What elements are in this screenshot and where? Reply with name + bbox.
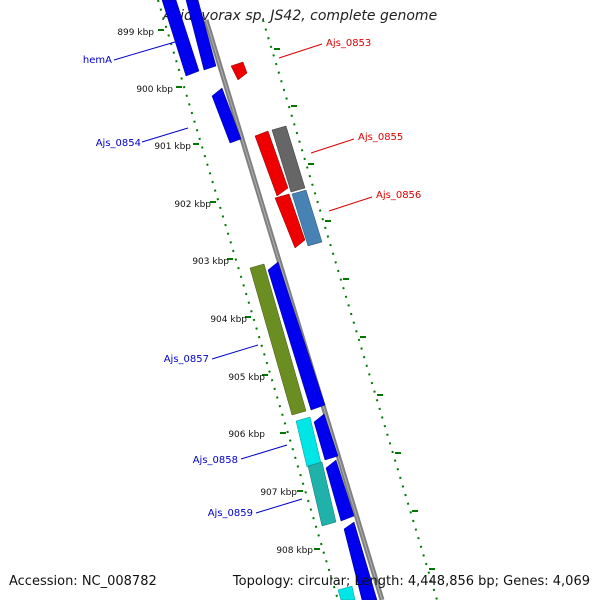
- cds-bottom-cyan: [337, 585, 356, 600]
- cds-Ajs_0859-blue: [325, 459, 355, 522]
- outer-dash-marks: [274, 48, 435, 570]
- tick-label: 900 kbp: [136, 85, 173, 95]
- tick-label: 905 kbp: [228, 373, 265, 383]
- tick-label: 903 kbp: [192, 257, 229, 267]
- tick-label: 908 kbp: [276, 546, 313, 556]
- cds-Ajs_0857-olive: [249, 263, 307, 416]
- cds-Ajs_0856-red: [274, 193, 306, 249]
- reverse-features: [230, 61, 323, 249]
- cds-Ajs_0855-red: [254, 130, 289, 197]
- cds-hemA-a: [161, 0, 200, 77]
- genome-summary: Topology: circular; Length: 4,448,856 bp…: [232, 574, 590, 589]
- outer-tick-track: [262, 19, 438, 600]
- label-hemA[interactable]: hemA: [83, 41, 176, 66]
- label-Ajs_0855-text: Ajs_0855: [358, 132, 403, 143]
- cds-Ajs_0853: [230, 61, 248, 81]
- tick-label: 904 kbp: [210, 315, 247, 325]
- tick-899: 899 kbp: [117, 28, 164, 38]
- label-Ajs_0856-text: Ajs_0856: [376, 190, 421, 201]
- tick-label: 901 kbp: [154, 142, 191, 152]
- cds-Ajs_0859-cyan: [307, 461, 337, 527]
- label-Ajs_0854[interactable]: Ajs_0854: [96, 127, 189, 149]
- label-hemA-text: hemA: [83, 55, 112, 66]
- tick-903: 903 kbp: [192, 257, 233, 267]
- tick-label: 907 kbp: [260, 488, 297, 498]
- cds-hemA-b: [185, 0, 217, 71]
- tick-906: 906 kbp: [228, 430, 286, 440]
- map-title: Acidovorax sp. JS42, complete genome: [162, 8, 438, 24]
- accession-label: Accession: NC_008782: [9, 574, 157, 589]
- tick-label: 902 kbp: [174, 200, 211, 210]
- tick-908: 908 kbp: [276, 546, 320, 556]
- tick-label: 906 kbp: [228, 430, 265, 440]
- tick-905: 905 kbp: [228, 373, 268, 383]
- inner-tick-track: [157, 0, 339, 600]
- forward-features: [161, 0, 378, 600]
- cds-bottom-blue: [343, 521, 378, 600]
- tick-904: 904 kbp: [210, 315, 251, 325]
- cds-Ajs_0858-blue: [313, 413, 339, 461]
- label-Ajs_0858-text: Ajs_0858: [193, 455, 238, 466]
- label-Ajs_0857[interactable]: Ajs_0857: [164, 344, 259, 365]
- label-Ajs_0853[interactable]: Ajs_0853: [278, 38, 371, 59]
- tick-901: 901 kbp: [154, 142, 199, 152]
- label-Ajs_0855[interactable]: Ajs_0855: [310, 132, 403, 154]
- tick-label: 899 kbp: [117, 28, 154, 38]
- label-Ajs_0858[interactable]: Ajs_0858: [193, 444, 288, 466]
- cds-Ajs_0856-steel: [291, 189, 323, 247]
- gene-labels: hemA Ajs_0853 Ajs_0854 Ajs_0855 Ajs_0856…: [83, 38, 421, 519]
- label-Ajs_0854-text: Ajs_0854: [96, 138, 141, 149]
- cds-Ajs_0857-blue: [267, 261, 326, 411]
- tick-labels: 899 kbp 900 kbp 901 kbp 902 kbp 903 kbp …: [117, 28, 320, 556]
- tick-900: 900 kbp: [136, 85, 182, 95]
- tick-907: 907 kbp: [260, 488, 303, 498]
- label-Ajs_0853-text: Ajs_0853: [326, 38, 371, 49]
- label-Ajs_0859-text: Ajs_0859: [208, 508, 253, 519]
- cds-Ajs_0854: [211, 87, 242, 144]
- label-Ajs_0856[interactable]: Ajs_0856: [328, 190, 421, 212]
- label-Ajs_0859[interactable]: Ajs_0859: [208, 498, 303, 519]
- tick-902: 902 kbp: [174, 200, 216, 210]
- label-Ajs_0857-text: Ajs_0857: [164, 354, 209, 365]
- cds-Ajs_0855-gray: [271, 125, 306, 193]
